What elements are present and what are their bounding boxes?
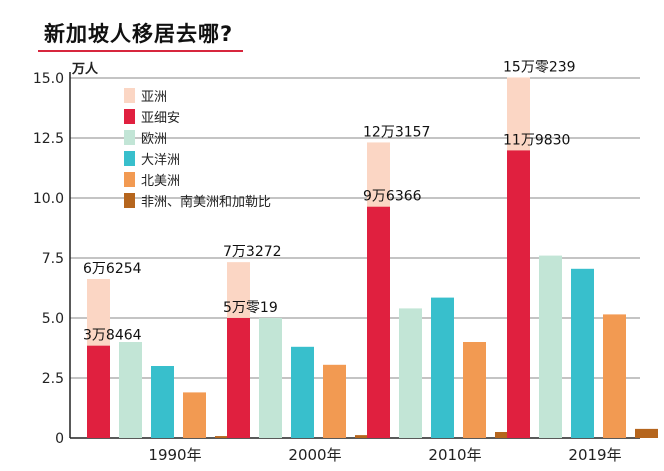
bar-asean [507,150,530,438]
legend-swatch [124,130,135,145]
y-tick-label: 5.0 [42,311,64,327]
bar-北美洲 [323,364,346,438]
bar-大洋洲 [571,268,594,438]
legend-swatch [124,88,135,103]
legend-label: 欧洲 [141,132,167,147]
bar-asean [227,317,250,438]
x-tick-label: 2010年 [428,446,481,464]
bar-非洲、南美洲和加勒比 [215,436,238,438]
data-label: 5万零19 [223,300,278,316]
legend-swatch [124,172,135,187]
y-tick-label: 7.5 [42,251,64,267]
y-tick-label: 2.5 [42,371,64,387]
data-label: 3万8464 [83,328,142,344]
data-label: 15万零239 [503,59,576,75]
data-label: 6万6254 [83,261,142,277]
title-underline [38,50,243,52]
bar-非洲、南美洲和加勒比 [355,435,378,438]
bar-欧洲 [539,255,562,438]
data-label: 11万9830 [503,132,570,148]
legend-label: 非洲、南美洲和加勒比 [141,194,271,210]
bar-欧洲 [259,318,282,438]
legend-swatch [124,193,135,208]
bar-欧洲 [399,308,422,438]
bar-北美洲 [183,392,206,438]
bar-asean [367,206,390,438]
legend-swatch [124,109,135,124]
bar-大洋洲 [151,366,174,438]
data-label: 9万6366 [363,189,422,205]
data-label: 12万3157 [363,124,430,140]
x-tick-label: 2019年 [568,446,621,464]
legend-label: 亚细安 [141,111,180,126]
data-label: 7万3272 [223,244,282,260]
x-tick-label: 1990年 [148,446,201,464]
bar-大洋洲 [431,297,454,438]
bar-非洲、南美洲和加勒比 [635,428,658,438]
legend-label: 亚洲 [141,90,167,105]
chart-title: 新加坡人移居去哪? [44,22,234,46]
bar-北美洲 [603,314,626,438]
legend-swatch [124,151,135,166]
y-tick-label: 10.0 [33,191,64,207]
legend-label: 北美洲 [141,174,180,189]
bar-大洋洲 [291,346,314,438]
bar-asean [87,345,110,438]
bar-欧洲 [119,342,142,438]
bar-北美洲 [463,342,486,438]
bar-非洲、南美洲和加勒比 [495,432,518,438]
y-tick-label: 0 [55,431,64,447]
x-tick-label: 2000年 [288,446,341,464]
y-tick-label: 12.5 [33,131,64,147]
y-axis-unit-label: 万人 [72,62,99,77]
legend-label: 大洋洲 [141,153,180,168]
y-tick-label: 15.0 [33,71,64,87]
